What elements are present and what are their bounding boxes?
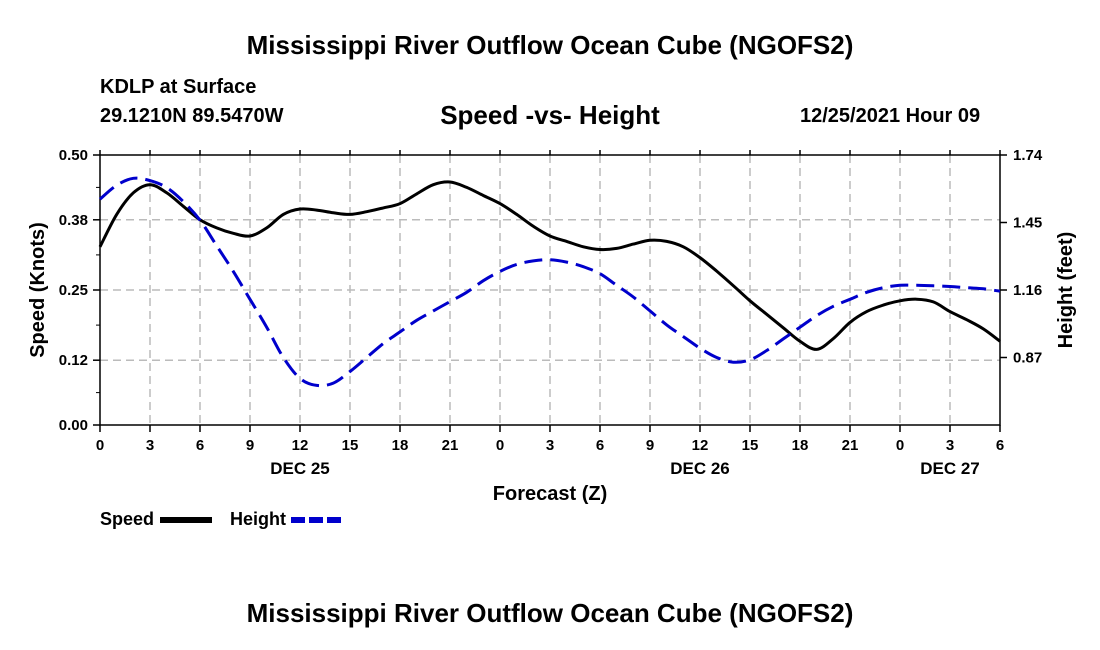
x-tick-label: 9 xyxy=(246,437,254,454)
station-label: KDLP at Surface xyxy=(100,76,257,98)
footer-title: Mississippi River Outflow Ocean Cube (NG… xyxy=(246,598,854,628)
y-tick-label: 0.38 xyxy=(59,212,88,229)
legend-height-label: Height xyxy=(230,509,286,529)
y2-tick-label: 1.16 xyxy=(1013,282,1042,299)
x-tick-label: 0 xyxy=(96,437,104,454)
x-tick-label: 0 xyxy=(896,437,904,454)
x-tick-label: 3 xyxy=(946,437,954,454)
legend-speed-label: Speed xyxy=(100,509,154,529)
x-tick-label: 18 xyxy=(392,437,409,454)
chart-title: Mississippi River Outflow Ocean Cube (NG… xyxy=(246,30,854,60)
x-tick-label: 6 xyxy=(596,437,604,454)
x-tick-label: 15 xyxy=(342,437,359,454)
station-coordinates: 29.1210N 89.5470W xyxy=(100,105,284,127)
x-tick-label: 6 xyxy=(996,437,1004,454)
x-tick-label: 15 xyxy=(742,437,759,454)
x-tick-label: 18 xyxy=(792,437,809,454)
x-tick-label: 21 xyxy=(842,437,859,454)
y-axis-label: Speed (Knots) xyxy=(27,222,49,358)
y2-tick-label: 0.87 xyxy=(1013,350,1042,367)
x-tick-label: 6 xyxy=(196,437,204,454)
x-tick-label: 21 xyxy=(442,437,459,454)
x-day-label: DEC 27 xyxy=(920,459,980,478)
y2-tick-label: 1.74 xyxy=(1013,147,1043,164)
x-tick-label: 3 xyxy=(146,437,154,454)
y-tick-label: 0.12 xyxy=(59,352,88,369)
y-tick-label: 0.25 xyxy=(59,282,88,299)
axis-layer: 0 3 6 9 12 15 18 21 0 3 6 9 12 15 18 21 0 3 6 DEC 25 DEC 26 D… xyxy=(59,147,1043,478)
x-axis-label: Forecast (Z) xyxy=(493,483,607,505)
x-tick-label: 12 xyxy=(292,437,309,454)
y2-tick-label: 1.45 xyxy=(1013,215,1042,232)
chart-subtitle: Speed -vs- Height xyxy=(440,100,660,130)
forecast-datetime: 12/25/2021 Hour 09 xyxy=(800,105,981,127)
grid-layer xyxy=(100,155,1000,425)
x-tick-label: 0 xyxy=(496,437,504,454)
height-series-line xyxy=(99,176,1001,388)
series-layer xyxy=(98,176,1001,388)
y-tick-label: 0.00 xyxy=(59,417,88,434)
speed-series-line xyxy=(98,180,1001,351)
x-tick-label: 12 xyxy=(692,437,709,454)
x-day-label: DEC 25 xyxy=(270,459,330,478)
x-day-label: DEC 26 xyxy=(670,459,730,478)
x-tick-label: 3 xyxy=(546,437,554,454)
legend: Speed Height xyxy=(100,509,343,529)
y-tick-label: 0.50 xyxy=(59,147,88,164)
x-tick-label: 9 xyxy=(646,437,654,454)
y2-axis-label: Height (feet) xyxy=(1055,232,1077,349)
